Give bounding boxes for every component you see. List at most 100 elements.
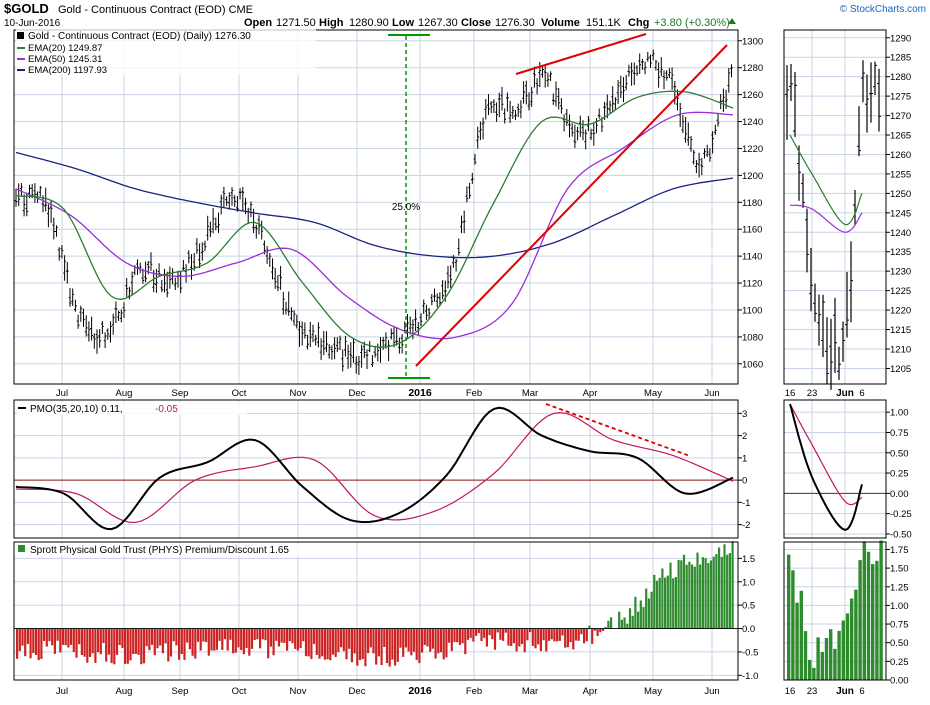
phys-discount-bar [97, 629, 99, 653]
zoom-price-y-tick-label-14: 1275 [890, 92, 911, 103]
phys-discount-bar [205, 629, 207, 643]
phys-discount-bar [75, 629, 77, 658]
phys-discount-bar [283, 629, 285, 644]
zoom-pmo-y-tick-label-4: 0.50 [890, 448, 909, 459]
phys-premium-bar [688, 562, 690, 629]
phys-premium-bar [686, 565, 688, 629]
phys-discount-bar [370, 629, 372, 648]
phys-discount-bar [513, 629, 515, 644]
zoom-phys-premium-bar [812, 668, 815, 680]
zoom-pmo-y-tick-label-2: 0.00 [890, 489, 909, 500]
phys-premium-bar [632, 616, 634, 629]
phys-premium-bar [694, 567, 696, 629]
open-value: 1271.50 [276, 17, 316, 29]
zoom-price-y-tick-label-6: 1235 [890, 247, 911, 258]
phys-discount-bar [356, 629, 358, 666]
phys-discount-bar [580, 629, 582, 635]
phys-discount-bar [67, 629, 69, 648]
phys-discount-bar [167, 629, 169, 662]
phys-discount-bar [170, 629, 172, 657]
zoom-price-x-tick-label-2: Jun [836, 388, 854, 399]
phys-x-tick-label-5: Dec [349, 686, 366, 697]
phys-discount-bar [105, 629, 107, 662]
zoom-pmo-y-tick-label-5: 0.75 [890, 428, 909, 439]
percent-gain-annotation: 25.0% [392, 202, 420, 213]
phys-discount-bar [256, 629, 258, 640]
phys-discount-bar [62, 629, 64, 645]
phys-discount-bar [445, 629, 447, 658]
phys-premium-bar [675, 577, 677, 629]
phys-x-tick-label-0: Jul [56, 686, 68, 697]
legend-pmo-signal: -0.05 [155, 404, 178, 415]
phys-discount-bar [210, 629, 212, 651]
price-y-tick-label-8: 1220 [742, 144, 763, 155]
phys-discount-bar [327, 629, 329, 660]
phys-discount-bar [300, 629, 302, 649]
phys-discount-bar [443, 629, 445, 660]
phys-discount-bar [389, 629, 391, 667]
phys-discount-bar [491, 629, 493, 640]
phys-discount-bar [48, 629, 50, 642]
phys-discount-bar [35, 629, 37, 656]
volume-label: Volume [541, 17, 580, 29]
zoom-phys-premium-bar [825, 638, 828, 680]
phys-discount-bar [578, 629, 580, 641]
phys-discount-bar [19, 629, 21, 652]
legend-ema20-label: EMA(20) 1249.87 [28, 43, 102, 54]
phys-discount-bar [248, 629, 250, 656]
phys-discount-bar [216, 629, 218, 650]
phys-x-tick-label-4: Nov [290, 686, 307, 697]
zoom-phys-premium-bar [850, 599, 853, 681]
phys-discount-bar [561, 629, 563, 636]
phys-discount-bar [135, 629, 137, 654]
phys-discount-bar [78, 629, 80, 645]
phys-discount-bar [429, 629, 431, 652]
phys-discount-bar [21, 629, 23, 646]
support-trendline [416, 45, 727, 366]
phys-premium-bar [669, 563, 671, 629]
phys-discount-bar [537, 629, 539, 645]
zoom-phys-y-tick-label-3: 0.75 [890, 620, 909, 631]
zoom-phys-y-tick-label-4: 1.00 [890, 601, 909, 612]
phys-discount-bar [40, 629, 42, 659]
price-panel-frame [14, 30, 738, 384]
legend-swatch-price [17, 32, 24, 39]
phys-discount-bar [102, 629, 104, 644]
phys-discount-bar [337, 629, 339, 653]
zoom-pmo-line [790, 404, 862, 530]
phys-discount-bar [154, 629, 156, 656]
pmo-panel-frame [14, 400, 738, 538]
pmo-y-tick-label-2: 0 [742, 476, 747, 487]
phys-discount-bar [273, 629, 275, 656]
phys-discount-bar [202, 629, 204, 642]
phys-y-tick-label-5: 1.5 [742, 554, 755, 565]
phys-discount-bar [140, 629, 142, 665]
phys-discount-bar [362, 629, 364, 660]
price-x-tick-label-5: Dec [349, 388, 366, 399]
zoom-price-y-tick-label-10: 1255 [890, 169, 911, 180]
phys-discount-bar [421, 629, 423, 653]
zoom-price-y-tick-label-4: 1225 [890, 286, 911, 297]
phys-discount-bar [418, 629, 420, 664]
phys-discount-bar [526, 629, 528, 641]
phys-discount-bar [489, 629, 491, 636]
phys-premium-bar [696, 553, 698, 629]
phys-discount-bar [348, 629, 350, 649]
zoom-price-y-tick-label-12: 1265 [890, 131, 911, 142]
phys-discount-bar [151, 629, 153, 645]
phys-discount-bar [435, 629, 437, 659]
zoom-pmo-y-tick-label-6: 1.00 [890, 408, 909, 419]
price-y-tick-label-0: 1060 [742, 359, 763, 370]
phys-discount-bar [597, 629, 599, 637]
zoom-price-x-tick-label-1: 23 [807, 388, 818, 399]
phys-discount-bar [224, 629, 226, 640]
phys-discount-bar [518, 629, 520, 647]
zoom-price-y-tick-label-9: 1250 [890, 189, 911, 200]
phys-discount-bar [413, 629, 415, 652]
zoom-ema20-line [790, 135, 862, 225]
phys-discount-bar [286, 629, 288, 651]
phys-premium-bar [645, 589, 647, 629]
zoom-pmo-y-tick-label-0: -0.50 [890, 529, 912, 540]
price-y-tick-label-12: 1300 [742, 36, 763, 47]
zoom-price-x-tick-label-3: 6 [859, 388, 864, 399]
